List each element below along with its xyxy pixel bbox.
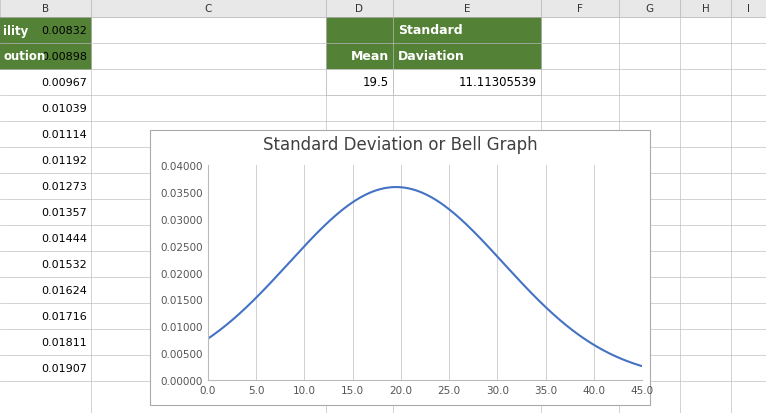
Text: ility: ility xyxy=(3,24,28,38)
Bar xyxy=(393,0,541,18)
Text: 0.00832: 0.00832 xyxy=(41,26,87,36)
Text: 11.11305539: 11.11305539 xyxy=(459,76,537,89)
Text: B: B xyxy=(42,4,49,14)
Text: 0.00898: 0.00898 xyxy=(41,52,87,62)
Text: 0.01114: 0.01114 xyxy=(41,130,87,140)
Text: 0.01039: 0.01039 xyxy=(41,104,87,114)
Bar xyxy=(393,44,541,70)
Text: 0.00967: 0.00967 xyxy=(41,78,87,88)
Bar xyxy=(326,18,393,44)
Text: oution: oution xyxy=(3,50,45,63)
Bar xyxy=(619,0,680,18)
Bar xyxy=(0,0,91,18)
Text: Mean: Mean xyxy=(351,50,389,63)
Bar xyxy=(541,0,619,18)
Text: D: D xyxy=(355,4,364,14)
Text: 0.01716: 0.01716 xyxy=(41,311,87,321)
Bar xyxy=(731,0,766,18)
Bar xyxy=(393,70,541,96)
Text: G: G xyxy=(646,4,653,14)
Text: 0.01811: 0.01811 xyxy=(41,337,87,347)
Text: 0.01273: 0.01273 xyxy=(41,182,87,192)
Text: 19.5: 19.5 xyxy=(363,76,389,89)
Text: 0.01192: 0.01192 xyxy=(41,156,87,166)
Text: E: E xyxy=(463,4,470,14)
Bar xyxy=(680,0,731,18)
Text: Standard Deviation or Bell Graph: Standard Deviation or Bell Graph xyxy=(263,136,537,154)
Text: 0.01357: 0.01357 xyxy=(41,207,87,218)
Bar xyxy=(326,0,393,18)
Text: I: I xyxy=(747,4,750,14)
Text: 0.01624: 0.01624 xyxy=(41,285,87,295)
Text: 0.01444: 0.01444 xyxy=(41,233,87,243)
Text: H: H xyxy=(702,4,709,14)
Text: Daviation: Daviation xyxy=(398,50,465,63)
Text: F: F xyxy=(577,4,583,14)
Bar xyxy=(0,44,91,70)
Bar xyxy=(393,18,541,44)
Text: C: C xyxy=(205,4,212,14)
Bar xyxy=(0,18,91,44)
Bar xyxy=(91,0,326,18)
Bar xyxy=(326,44,393,70)
Text: 0.01532: 0.01532 xyxy=(41,259,87,269)
Text: Standard: Standard xyxy=(398,24,463,38)
Text: 0.01907: 0.01907 xyxy=(41,363,87,373)
Bar xyxy=(150,131,650,405)
Bar xyxy=(326,70,393,96)
